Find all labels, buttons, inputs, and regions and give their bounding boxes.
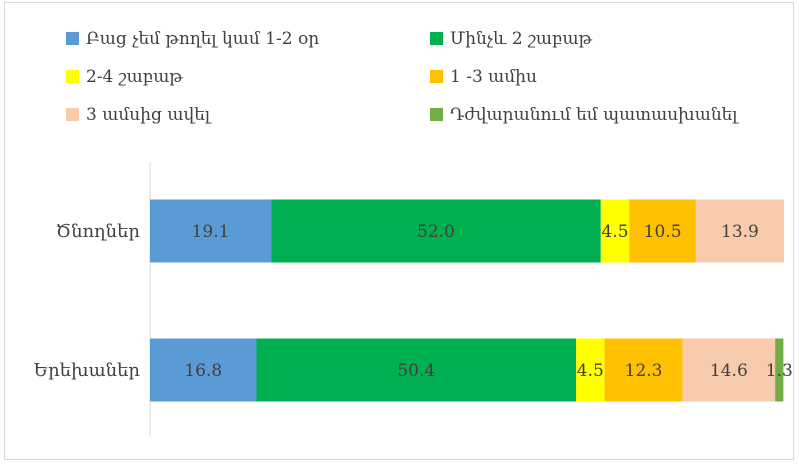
bar-2-1 — [150, 338, 257, 402]
legend-label-6: Դժվարանում եմ պատասխանել — [450, 105, 739, 125]
legend-swatch-5 — [66, 108, 79, 121]
category-label-2: Երեխաներ — [34, 360, 141, 381]
legend: Բաց չեմ թողել կամ 1-2 օր Մինչև 2 շաբաթ 2-4… — [66, 29, 739, 125]
data-label-2-1: 16.8 — [184, 361, 222, 381]
legend-label-2: Մինչև 2 շաբաթ — [450, 29, 593, 49]
bar-1-3 — [600, 199, 630, 263]
bar-1-1 — [150, 199, 272, 263]
legend-swatch-2 — [430, 32, 443, 45]
bar-2-4 — [604, 338, 683, 402]
legend-swatch-3 — [66, 70, 79, 83]
legend-label-5: 3 ամսից ավել — [86, 105, 212, 125]
data-label-2-4: 12.3 — [625, 361, 663, 381]
legend-swatch-1 — [66, 32, 79, 45]
bar-2-6 — [775, 338, 784, 402]
bar-2-3 — [576, 338, 605, 402]
data-label-2-6: 1.3 — [766, 361, 793, 381]
data-label-2-3: 4.5 — [577, 361, 604, 381]
bars-group: 19.1 52.0 4.5 10.5 13.9 16.8 50.4 4.5 12.3 14.6 1.… — [150, 199, 793, 402]
data-label-1-5: 13.9 — [721, 222, 759, 242]
bar-2-5 — [682, 338, 776, 402]
bar-2-2 — [256, 338, 577, 402]
category-labels: Ծնողներ Երեխաներ — [34, 221, 141, 381]
legend-label-3: 2-4 շաբաթ — [86, 67, 183, 87]
data-label-1-4: 10.5 — [644, 222, 682, 242]
legend-swatch-6 — [430, 108, 443, 121]
data-label-2-2: 50.4 — [397, 361, 435, 381]
data-label-1-2: 52.0 — [417, 222, 455, 242]
data-label-2-5: 14.6 — [710, 361, 748, 381]
bar-1-4 — [629, 199, 696, 263]
data-label-1-1: 19.1 — [192, 222, 230, 242]
bar-1-5 — [695, 199, 784, 263]
legend-swatch-4 — [430, 70, 443, 83]
category-label-1: Ծնողներ — [56, 221, 141, 242]
legend-label-1: Բաց չեմ թողել կամ 1-2 օր — [86, 29, 319, 49]
bar-1-2 — [271, 199, 601, 263]
data-label-1-3: 4.5 — [602, 222, 629, 242]
legend-label-4: 1 -3 ամիս — [450, 67, 537, 87]
